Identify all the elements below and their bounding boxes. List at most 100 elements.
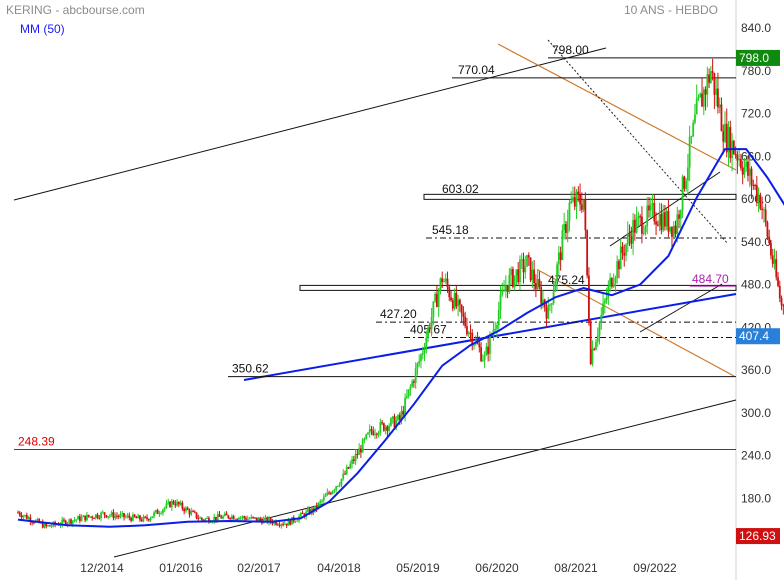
candle-body bbox=[556, 264, 558, 282]
candle-body bbox=[653, 203, 656, 222]
candle-body bbox=[176, 501, 178, 506]
candle-body bbox=[676, 214, 679, 234]
candle-body bbox=[232, 516, 235, 520]
candle-body bbox=[660, 213, 663, 231]
candle-body bbox=[462, 313, 465, 317]
candle-body bbox=[565, 224, 567, 233]
candle-body bbox=[229, 518, 231, 520]
candle-body bbox=[568, 202, 571, 222]
candle-body bbox=[667, 210, 670, 232]
candle-body bbox=[388, 425, 391, 431]
candle-body bbox=[593, 348, 596, 350]
candle-body bbox=[393, 416, 396, 428]
candle-body bbox=[494, 328, 497, 330]
candle-body bbox=[264, 517, 267, 519]
candle-body bbox=[36, 519, 39, 521]
candle-body bbox=[315, 505, 318, 509]
candle-body bbox=[384, 426, 387, 431]
high-price-badge-bg bbox=[736, 49, 780, 66]
candle-body bbox=[734, 154, 737, 156]
candle-body bbox=[243, 516, 246, 519]
level-label: 798.00 bbox=[552, 43, 589, 57]
candle-body bbox=[648, 205, 650, 211]
candle-body bbox=[391, 416, 394, 419]
candle-body bbox=[473, 344, 475, 346]
candle-body bbox=[133, 514, 136, 517]
candle-body bbox=[114, 515, 117, 519]
candle-body bbox=[200, 517, 203, 520]
candle-body bbox=[694, 114, 696, 123]
candle-body bbox=[86, 514, 88, 521]
candle-body bbox=[82, 515, 85, 518]
candle-body bbox=[156, 510, 159, 514]
candle-body bbox=[169, 501, 171, 508]
candle-body bbox=[434, 293, 437, 302]
low-price-badge: 126.93 bbox=[739, 529, 776, 543]
candle-body bbox=[112, 512, 115, 519]
candle-body bbox=[340, 478, 343, 485]
candle-body bbox=[241, 516, 244, 518]
candle-body bbox=[591, 348, 594, 364]
candle-body bbox=[713, 72, 716, 95]
candle-body bbox=[124, 516, 127, 518]
y-tick-label: 720.0 bbox=[741, 107, 771, 121]
candle-body bbox=[333, 489, 336, 492]
candle-body bbox=[160, 513, 163, 515]
candle-body bbox=[190, 511, 193, 515]
candle-body bbox=[109, 515, 111, 517]
level-label: 350.62 bbox=[232, 362, 269, 376]
candle-body bbox=[695, 98, 698, 115]
chart-source-title: KERING - abcbourse.com bbox=[6, 3, 145, 17]
candle-body bbox=[275, 521, 277, 525]
candle-body bbox=[630, 236, 633, 244]
candle-body bbox=[580, 204, 583, 210]
candle-body bbox=[163, 507, 166, 510]
last-price-badge-bg bbox=[736, 328, 780, 345]
candle-body bbox=[352, 459, 355, 462]
candle-body bbox=[22, 515, 25, 518]
candle-body bbox=[250, 516, 253, 519]
moving-average-line bbox=[17, 148, 784, 528]
y-tick-label: 300.0 bbox=[741, 406, 771, 420]
candle-body bbox=[782, 305, 784, 307]
candle-body bbox=[618, 261, 620, 270]
candle-body bbox=[538, 279, 541, 288]
candle-body bbox=[61, 519, 64, 525]
candle-body bbox=[147, 519, 150, 521]
candle-body bbox=[47, 525, 49, 527]
candle-body bbox=[534, 283, 537, 290]
candle-body bbox=[481, 360, 484, 362]
y-tick-label: 540.0 bbox=[741, 235, 771, 249]
candle-body bbox=[458, 299, 461, 305]
y-tick-label: 480.0 bbox=[741, 278, 771, 292]
candle-body bbox=[600, 314, 603, 323]
candle-body bbox=[531, 269, 534, 281]
level-label: 248.39 bbox=[18, 435, 55, 449]
candle-body bbox=[100, 512, 102, 519]
level-label: 427.20 bbox=[380, 307, 417, 321]
candle-body bbox=[116, 515, 118, 517]
candle-body bbox=[692, 122, 695, 137]
candle-body bbox=[517, 269, 520, 283]
candle-body bbox=[181, 502, 184, 509]
candle-body bbox=[492, 329, 495, 336]
candle-body bbox=[557, 252, 560, 265]
candle-body bbox=[499, 294, 502, 310]
candle-body bbox=[513, 275, 516, 287]
candle-body bbox=[70, 519, 72, 524]
candle-body bbox=[777, 277, 779, 286]
candle-body bbox=[78, 516, 81, 521]
candle-body bbox=[717, 88, 719, 108]
candle-body bbox=[469, 332, 472, 334]
candle-body bbox=[570, 200, 573, 203]
candle-body bbox=[149, 518, 152, 521]
candle-body bbox=[441, 278, 444, 282]
candle-body bbox=[727, 127, 730, 153]
candle-body bbox=[151, 516, 154, 519]
candle-body bbox=[140, 519, 143, 521]
candle-body bbox=[25, 514, 28, 519]
level-box bbox=[299, 284, 737, 291]
candle-body bbox=[202, 519, 205, 521]
candle-body bbox=[285, 523, 288, 526]
candle-body bbox=[672, 225, 675, 237]
